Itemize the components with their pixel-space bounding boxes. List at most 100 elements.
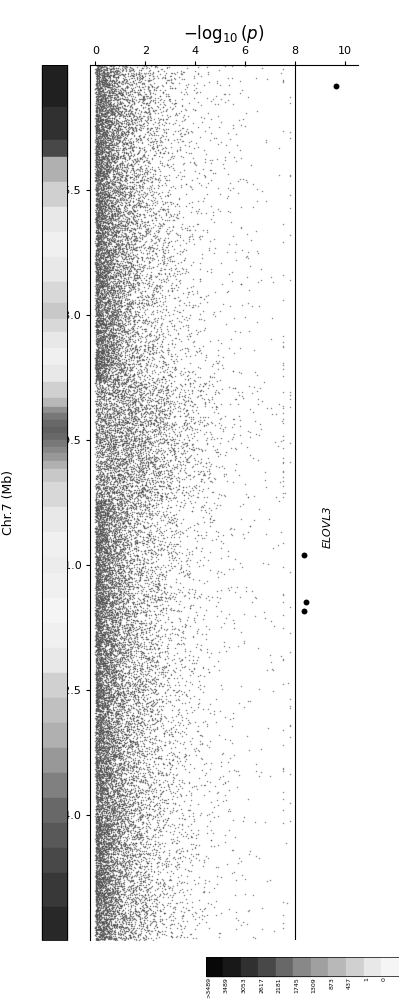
Point [99, 86, 106, 102]
Point [116, 470, 122, 486]
Point [125, 697, 131, 713]
Point [150, 68, 157, 84]
Point [95, 361, 101, 377]
Point [105, 646, 112, 662]
Point [98, 627, 105, 643]
Point [136, 840, 143, 856]
Point [134, 548, 141, 564]
Point [127, 77, 133, 93]
Point [95, 776, 102, 792]
Point [143, 356, 150, 372]
Point [112, 589, 119, 605]
Point [96, 728, 103, 744]
Point [99, 818, 106, 834]
Point [105, 874, 112, 890]
Point [125, 277, 131, 293]
Point [111, 176, 118, 192]
Point [102, 506, 108, 522]
Point [97, 816, 104, 832]
Point [94, 131, 101, 147]
Point [98, 737, 105, 753]
Point [104, 786, 110, 802]
Point [109, 300, 115, 316]
Point [95, 238, 101, 254]
Point [153, 578, 160, 594]
Point [93, 626, 99, 642]
Point [99, 77, 106, 93]
Point [97, 801, 104, 817]
Point [131, 654, 137, 670]
Point [158, 435, 165, 451]
Point [95, 644, 102, 660]
Point [120, 806, 126, 822]
Point [114, 144, 120, 160]
Point [152, 328, 159, 344]
Point [94, 914, 100, 930]
Point [96, 769, 103, 785]
Point [97, 98, 104, 114]
Point [118, 777, 125, 793]
Point [93, 764, 100, 780]
Point [98, 634, 104, 650]
Point [136, 468, 143, 484]
Point [128, 528, 134, 544]
Point [135, 208, 142, 224]
Point [114, 686, 120, 702]
Point [95, 224, 102, 240]
Point [102, 636, 108, 652]
Point [112, 63, 118, 79]
Point [112, 267, 119, 283]
Point [104, 182, 111, 198]
Point [117, 642, 123, 658]
Point [103, 895, 110, 911]
Point [96, 251, 103, 267]
Point [106, 242, 112, 258]
Point [189, 676, 195, 692]
Point [122, 932, 128, 948]
Point [107, 896, 114, 912]
Point [215, 563, 222, 579]
Point [125, 536, 131, 552]
Point [114, 548, 120, 564]
Point [95, 60, 101, 76]
Point [110, 449, 116, 465]
Point [107, 821, 113, 837]
Point [96, 327, 102, 343]
Point [99, 125, 106, 141]
Point [102, 538, 109, 554]
Point [93, 627, 100, 643]
Point [114, 107, 121, 123]
Point [154, 559, 161, 575]
Point [119, 469, 125, 485]
Point [96, 252, 102, 268]
Point [148, 863, 155, 879]
Point [113, 886, 120, 902]
Point [132, 670, 139, 686]
Point [102, 542, 109, 558]
Point [119, 568, 126, 584]
Point [97, 627, 104, 643]
Point [101, 417, 107, 433]
Point [110, 195, 117, 211]
Point [120, 331, 126, 347]
Point [99, 766, 106, 782]
Point [92, 375, 99, 391]
Point [106, 866, 112, 882]
Point [95, 482, 102, 498]
Point [102, 428, 109, 444]
Point [132, 485, 139, 501]
Point [193, 846, 199, 862]
Point [123, 209, 130, 225]
Point [160, 800, 167, 816]
Point [107, 358, 113, 374]
Point [106, 242, 113, 258]
Point [183, 235, 189, 251]
Point [93, 651, 99, 667]
Point [98, 90, 104, 106]
Point [105, 524, 112, 540]
Point [136, 269, 142, 285]
Point [131, 432, 137, 448]
Point [95, 889, 101, 905]
Point [97, 368, 103, 384]
Point [127, 307, 134, 323]
